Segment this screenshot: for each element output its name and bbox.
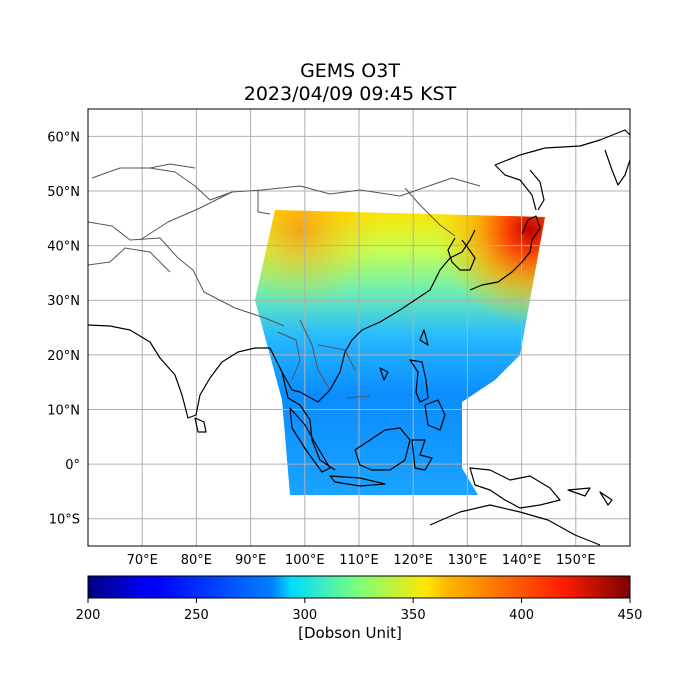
colorbar-tick-label: 300 <box>292 608 317 623</box>
lon-tick-label: 70°E <box>127 553 158 568</box>
ozone-swath <box>255 210 545 495</box>
colorbar-tick-label: 350 <box>401 608 426 623</box>
lon-tick-label: 90°E <box>235 553 266 568</box>
lat-tick-label: 60°N <box>47 130 80 145</box>
colorbar-tick-label: 400 <box>509 608 534 623</box>
lon-tick-label: 80°E <box>181 553 212 568</box>
map-title: GEMS O3T <box>300 60 400 82</box>
colorbar-tick-label: 250 <box>184 608 209 623</box>
lat-tick-label: 40°N <box>47 240 80 255</box>
lon-tick-label: 130°E <box>448 553 488 568</box>
latitude-ticks: 60°N 50°N 40°N 30°N 20°N 10°N 0° 10°S <box>47 130 80 527</box>
lon-tick-label: 120°E <box>393 553 433 568</box>
colorbar-ticks: 200 250 300 350 400 450 <box>76 598 643 623</box>
lon-tick-label: 150°E <box>556 553 596 568</box>
coastlines <box>88 129 630 546</box>
map-frame <box>87 108 631 547</box>
lat-tick-label: 0° <box>65 458 80 473</box>
colorbar-label: [Dobson Unit] <box>298 624 402 642</box>
colorbar-tick-label: 450 <box>618 608 643 623</box>
lon-tick-label: 140°E <box>502 553 542 568</box>
colorbar <box>87 575 631 599</box>
lon-tick-label: 110°E <box>339 553 379 568</box>
lon-tick-label: 100°E <box>285 553 325 568</box>
lat-tick-label: 10°S <box>49 513 80 528</box>
lat-tick-label: 50°N <box>47 185 80 200</box>
map-timestamp: 2023/04/09 09:45 KST <box>243 83 457 105</box>
lat-tick-label: 20°N <box>47 349 80 364</box>
colorbar-tick-label: 200 <box>76 608 101 623</box>
graticule <box>88 109 630 546</box>
lat-tick-label: 30°N <box>47 294 80 309</box>
country-borders <box>88 163 481 399</box>
lat-tick-label: 10°N <box>47 403 80 418</box>
longitude-ticks: 70°E 80°E 90°E 100°E 110°E 120°E 130°E 140°E 150… <box>127 553 596 568</box>
